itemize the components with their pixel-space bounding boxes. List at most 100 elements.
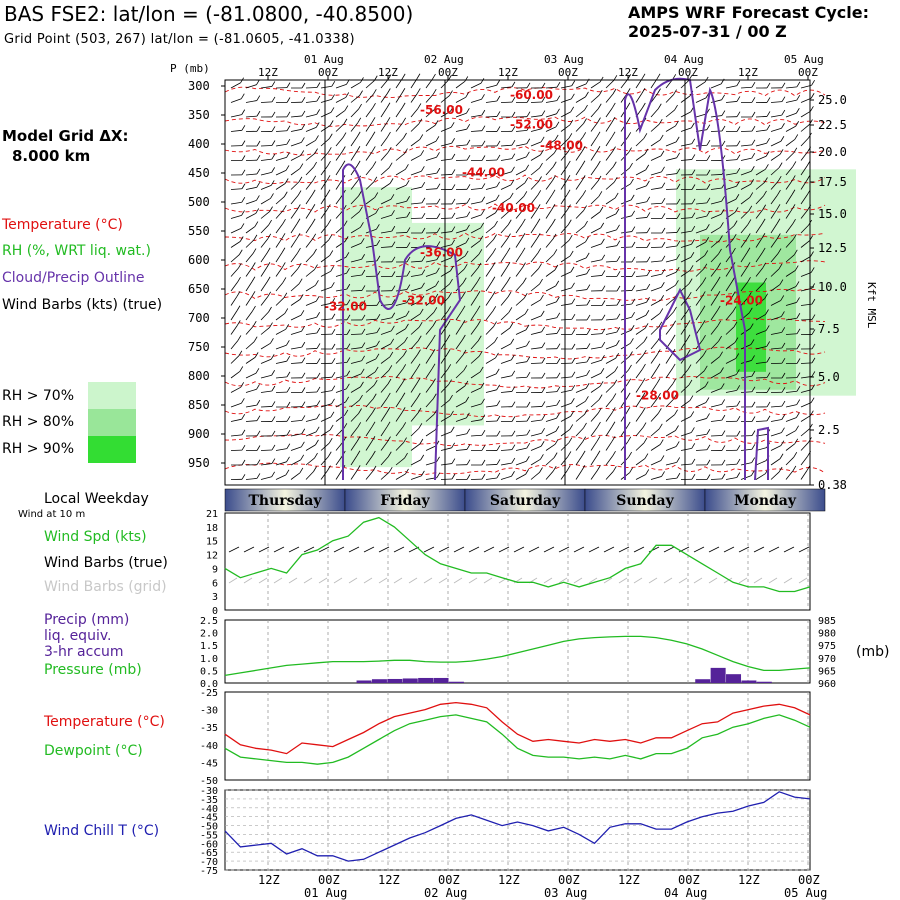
cloud-outline — [659, 287, 702, 362]
wind-barb — [650, 354, 658, 364]
wind-barb — [710, 213, 722, 219]
wind-barb — [245, 404, 257, 408]
wind-barb-flag — [436, 227, 441, 233]
wind-barb — [365, 197, 376, 205]
wind-barb — [650, 313, 661, 321]
wind-barb — [665, 284, 676, 292]
wind-barb — [770, 153, 781, 161]
wind-barb — [230, 254, 240, 263]
wind-barb-flag — [628, 451, 632, 458]
wind-barb-grid — [573, 577, 583, 584]
wind-barb — [470, 310, 478, 321]
wind-barb-flag — [791, 189, 796, 195]
wind-barb-flag — [781, 372, 786, 379]
wind-barb — [785, 139, 796, 147]
wind-barb-flag — [779, 279, 784, 285]
wind-barb-flag — [419, 134, 424, 140]
wind-barb — [380, 93, 388, 103]
wind-barb — [530, 315, 542, 321]
wind-barb-flag — [327, 451, 332, 457]
wind-barb — [515, 282, 524, 292]
wind-chill-tick-label: -45 — [200, 813, 218, 824]
wind-barb — [725, 374, 737, 379]
wind-barb — [575, 374, 587, 379]
wind-barb-flag — [765, 151, 770, 157]
wind-barb — [500, 391, 512, 393]
wind-barb-flag — [521, 218, 526, 225]
wind-barb-flag — [732, 233, 737, 240]
wind-barb — [470, 325, 478, 335]
wind-barb-flag — [661, 213, 666, 219]
wind-barb-flag — [764, 177, 768, 183]
wind-barb-flag — [496, 126, 501, 132]
wind-barb-grid — [363, 577, 373, 584]
wind-barb — [320, 112, 332, 118]
wind-barb — [245, 173, 257, 176]
wind-barbs-grid-row — [228, 577, 808, 584]
wind-barb — [395, 184, 407, 190]
wind-barb-flag — [631, 285, 636, 291]
wind-barb — [753, 546, 765, 553]
temperature-contour — [224, 86, 826, 98]
wind-barb-flag — [792, 161, 797, 167]
wind-barb-flag — [270, 180, 275, 186]
wind-barb — [515, 447, 527, 451]
wind-barb — [605, 441, 613, 451]
wind-barb-flag — [675, 136, 680, 143]
wind-barb — [740, 86, 753, 89]
bottom-hour-label: 00Z — [798, 873, 820, 887]
wind-barb — [785, 470, 794, 480]
pressure-tick-label: 970 — [818, 654, 836, 665]
wind-barb — [545, 443, 556, 451]
pressure-tick-label: 985 — [818, 616, 836, 627]
wind-barb-flag — [346, 370, 351, 376]
wind-barb-flag — [706, 444, 711, 450]
wind-barb — [590, 346, 602, 350]
wind-barb-flag — [286, 429, 291, 436]
wind-barb-flag — [659, 308, 664, 314]
wind-barb-flag — [660, 282, 665, 288]
wind-barb-flag — [343, 118, 348, 125]
wind-barb — [650, 273, 662, 277]
wind-barb-flag — [552, 233, 557, 240]
wind-barb-flag — [661, 182, 666, 188]
wind-barb — [425, 172, 437, 176]
wind-barb — [380, 370, 390, 379]
wind-barb — [335, 388, 347, 393]
wind-barb-flag — [570, 398, 575, 404]
wind-barb — [590, 136, 598, 147]
wind-barb-flag — [751, 416, 756, 422]
wind-barb-flag — [436, 472, 441, 478]
wind-barb-flag — [806, 175, 811, 181]
wind-barb — [320, 318, 332, 321]
wind-barb — [590, 275, 602, 277]
wind-barb-flag — [567, 451, 572, 457]
temperature-line — [224, 701, 811, 755]
wind-barb-flag — [570, 266, 575, 273]
wind-barb-flag — [703, 365, 708, 371]
wind-barb — [633, 546, 645, 553]
wind-barb-flag — [266, 262, 271, 268]
wind-barb-flag — [566, 160, 571, 167]
wind-barb — [545, 391, 557, 393]
wind-barb-flag — [404, 452, 408, 459]
wind-barb-flag — [301, 326, 305, 332]
pressure-tick-label: 900 — [188, 427, 210, 441]
wind-barb-flag — [811, 371, 816, 377]
wind-barbs-legend: Wind Barbs (kts) (true) — [2, 297, 163, 313]
top-hour-label: 12Z — [378, 66, 398, 79]
wind-barb — [320, 224, 329, 234]
wind-barb — [515, 182, 526, 190]
wind-barb-flag — [690, 252, 695, 258]
wind-barb — [335, 441, 344, 451]
wind-barb — [785, 254, 795, 263]
wind-barb — [333, 546, 345, 553]
wind-barb — [740, 297, 749, 306]
wind-barb — [725, 311, 734, 321]
wind-barb-flag — [387, 378, 392, 385]
wind-barb-flag — [256, 445, 261, 451]
wind-barb-flag — [298, 176, 303, 183]
wind-barb — [575, 137, 584, 147]
wind-barb — [695, 113, 707, 118]
wind-barb — [260, 158, 272, 161]
